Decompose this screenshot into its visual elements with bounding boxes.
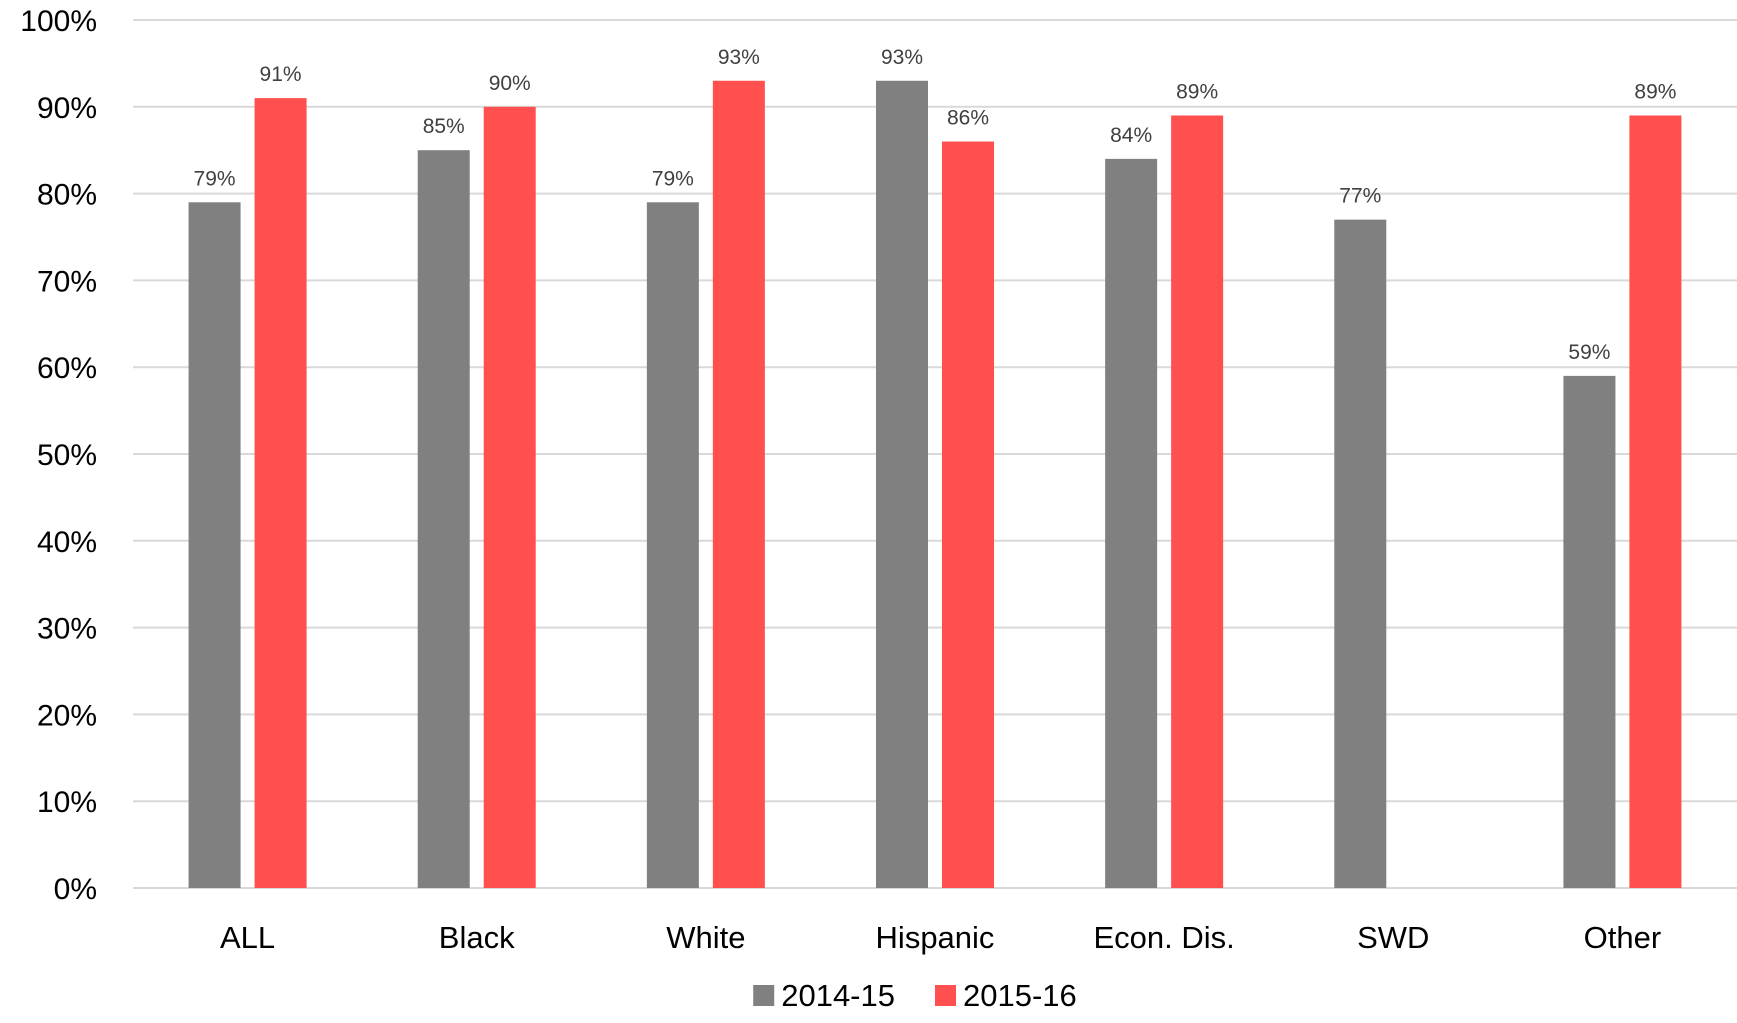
x-tick-label: Black — [439, 920, 515, 955]
bar-2015-16-econ-dis- — [1171, 115, 1224, 889]
legend-label: 2014-15 — [781, 978, 895, 1013]
y-tick-label: 30% — [37, 613, 97, 646]
x-tick-label: ALL — [220, 920, 275, 955]
bar-2014-15-econ-dis- — [1105, 158, 1158, 888]
bar-2015-16-white — [712, 80, 765, 888]
data-label: 86% — [947, 107, 989, 130]
y-tick-label: 20% — [37, 699, 97, 732]
y-tick-label: 80% — [37, 179, 97, 212]
data-label: 77% — [1339, 185, 1381, 208]
bar-2014-15-black — [417, 150, 470, 888]
y-tick-label: 60% — [37, 352, 97, 385]
x-tick-label: White — [666, 920, 745, 955]
data-label: 59% — [1568, 341, 1610, 364]
data-label: 93% — [881, 46, 923, 69]
bar-2014-15-white — [646, 202, 699, 888]
y-tick-label: 0% — [54, 873, 97, 906]
data-label: 79% — [194, 167, 236, 190]
bar-2014-15-other — [1563, 375, 1616, 888]
data-label: 90% — [489, 72, 531, 95]
data-labels: 79% 91% 85% 90% 79% 93% 93% 86% 84% 89% 77% 59% 89% — [194, 46, 1677, 364]
data-label: 89% — [1176, 80, 1218, 103]
legend-label: 2015-16 — [963, 978, 1077, 1013]
legend-swatch — [753, 985, 775, 1006]
legend-swatch — [935, 985, 956, 1006]
y-tick-label: 50% — [37, 439, 97, 472]
bar-2014-15-hispanic — [876, 80, 928, 888]
x-tick-label: Other — [1584, 920, 1662, 955]
x-tick-label: SWD — [1357, 920, 1429, 955]
y-axis: 0% 10% 20% 30% 40% 50% 60% 70% 80% 90% 100% — [20, 5, 97, 906]
x-tick-label: Hispanic — [876, 920, 995, 955]
data-label: 84% — [1110, 124, 1152, 147]
y-tick-label: 10% — [37, 786, 97, 819]
data-label: 89% — [1634, 80, 1676, 103]
bar-2015-16-other — [1629, 115, 1682, 889]
bar-2015-16-hispanic — [942, 141, 994, 888]
legend: 2014-15 2015-16 — [753, 978, 1077, 1013]
x-axis: ALL Black White Hispanic Econ. Dis. SWD Other — [220, 920, 1661, 955]
bar-2015-16-all — [254, 98, 307, 889]
data-label: 79% — [652, 167, 694, 190]
bar-2014-15-swd — [1334, 219, 1387, 888]
gridlines — [133, 19, 1737, 889]
bars — [188, 80, 1682, 889]
data-label: 91% — [260, 63, 302, 86]
y-tick-label: 70% — [37, 265, 97, 298]
legend-item-2014-15: 2014-15 — [753, 978, 895, 1013]
bar-2015-16-black — [483, 106, 536, 889]
bar-2014-15-all — [188, 202, 241, 888]
data-label: 93% — [718, 46, 760, 69]
data-label: 85% — [423, 115, 465, 138]
y-tick-label: 40% — [37, 526, 97, 559]
legend-item-2015-16: 2015-16 — [935, 978, 1077, 1013]
x-tick-label: Econ. Dis. — [1094, 920, 1235, 955]
y-tick-label: 100% — [20, 5, 97, 38]
y-tick-label: 90% — [37, 92, 97, 125]
